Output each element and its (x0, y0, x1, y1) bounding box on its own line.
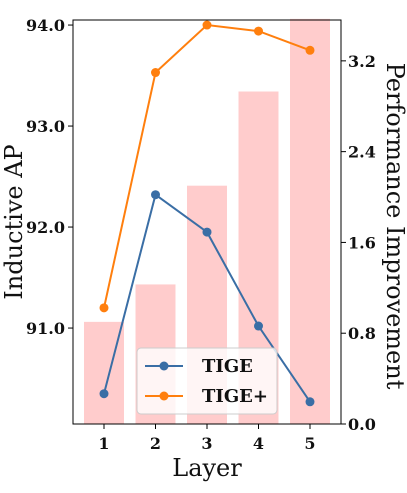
y-right-tick-label: 0.8 (348, 324, 376, 343)
legend-label-tige-plus: TIGE+ (202, 386, 268, 407)
x-tick-label: 5 (304, 434, 315, 453)
legend-label-tige: TIGE (202, 356, 253, 377)
point-tige-layer-3 (202, 227, 212, 237)
x-tick-label: 1 (98, 434, 109, 453)
point-tige-plus-layer-5 (305, 45, 315, 55)
point-tige-plus-layer-4 (254, 26, 263, 36)
x-tick-label: 3 (201, 434, 212, 453)
y-right-tick-label: 1.6 (348, 233, 376, 252)
y-left-tick-label: 94.0 (26, 16, 65, 35)
point-tige-layer-4 (254, 321, 263, 331)
y-left-tick-label: 93.0 (26, 117, 65, 136)
legend-marker-tige (159, 361, 169, 371)
point-tige-plus-layer-3 (202, 20, 212, 30)
y-right-tick-label: 0.0 (348, 415, 376, 434)
y-right-axis-title: Performance Improvement (381, 63, 407, 390)
point-tige-layer-1 (99, 389, 109, 399)
legend-box (136, 347, 278, 415)
y-left-tick-label: 91.0 (26, 319, 65, 338)
y-right-tick-label: 3.2 (348, 52, 376, 71)
x-axis-title: Layer (172, 454, 242, 482)
point-tige-plus-layer-1 (99, 303, 109, 313)
axes-layer: 1 2 3 4 5 91.0 92.0 93.0 94.0 0.0 0.8 1.6 2.4 3.2 (26, 16, 376, 453)
legend-entry-tige-plus: TIGE+ (145, 386, 268, 407)
bar-layer-5 (290, 18, 330, 424)
lines-layer (99, 20, 315, 407)
x-tick-label: 2 (150, 434, 161, 453)
point-tige-plus-layer-2 (151, 68, 160, 78)
point-tige-layer-2 (151, 190, 160, 200)
y-right-tick-label: 2.4 (348, 143, 376, 162)
y-left-tick-label: 92.0 (26, 218, 65, 237)
x-tick-label: 4 (253, 434, 264, 453)
point-tige-layer-5 (305, 397, 315, 407)
y-left-axis-title: Inductive AP (0, 144, 28, 299)
legend-marker-tige-plus (159, 391, 169, 401)
legend-entry-tige: TIGE (145, 356, 253, 377)
legend: TIGE TIGE+ (136, 347, 278, 415)
